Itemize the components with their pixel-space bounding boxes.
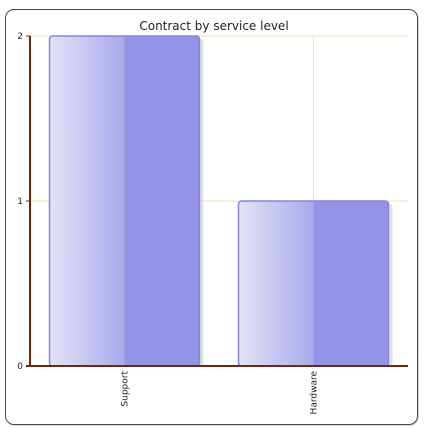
y-tick-label-0: 0 xyxy=(17,362,23,372)
bar-hardware[interactable] xyxy=(237,200,390,367)
y-tick-label-2: 2 xyxy=(17,32,23,42)
chart-title: Contract by service level xyxy=(139,19,288,33)
x-tick-label-hardware: Hardware xyxy=(310,371,320,415)
tick-labels: 0 1 2 Support Hardware xyxy=(17,32,319,414)
bar-support[interactable] xyxy=(48,35,201,367)
bars xyxy=(48,35,393,367)
x-tick-label-support: Support xyxy=(121,371,131,407)
y-tick-label-1: 1 xyxy=(17,197,23,207)
axes xyxy=(26,35,408,367)
